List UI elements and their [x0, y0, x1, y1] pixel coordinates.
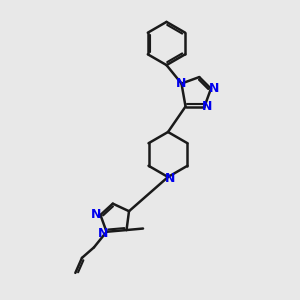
Text: N: N — [165, 172, 176, 185]
Text: N: N — [98, 227, 108, 240]
Text: N: N — [176, 77, 187, 90]
Text: N: N — [202, 100, 213, 113]
Text: N: N — [209, 82, 219, 95]
Text: N: N — [91, 208, 101, 221]
